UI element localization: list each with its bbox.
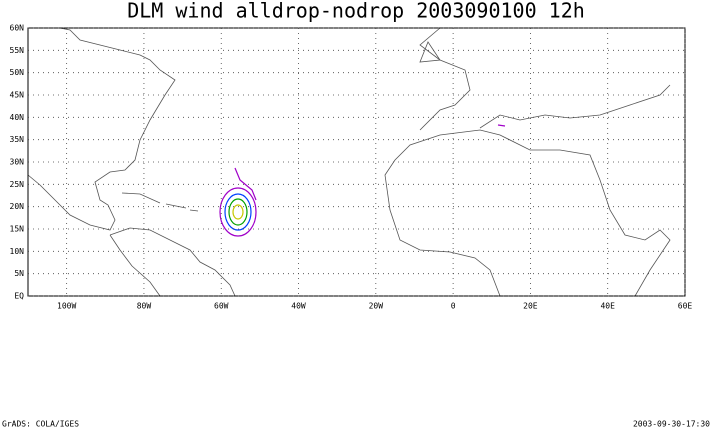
y-tick-label: 15N bbox=[10, 225, 25, 234]
map-frame bbox=[27, 27, 686, 297]
x-tick-label: 60W bbox=[214, 302, 229, 311]
y-tick-label: 50N bbox=[10, 68, 25, 77]
y-tick-label: 55N bbox=[10, 46, 25, 55]
y-tick-label: 10N bbox=[10, 247, 25, 256]
x-tick-label: 60E bbox=[678, 302, 693, 311]
y-tick-label: 45N bbox=[10, 91, 25, 100]
coastlines bbox=[27, 27, 671, 297]
contours bbox=[219, 124, 506, 237]
map-title: DLM wind alldrop-nodrop 2003090100 12h bbox=[127, 0, 585, 23]
y-tick-label: EQ bbox=[14, 292, 24, 301]
y-tick-label: 5N bbox=[14, 269, 24, 278]
y-tick-label: 30N bbox=[10, 158, 25, 167]
x-tick-label: 0 bbox=[451, 302, 456, 311]
x-tick-label: 80W bbox=[137, 302, 152, 311]
y-tick-label: 35N bbox=[10, 135, 25, 144]
x-tick-label: 20W bbox=[369, 302, 384, 311]
x-tick-label: 20E bbox=[523, 302, 538, 311]
y-tick-label: 40N bbox=[10, 113, 25, 122]
x-tick-label: 40E bbox=[600, 302, 615, 311]
x-tick-label: 100W bbox=[57, 302, 76, 311]
footer-left: GrADS: COLA/IGES bbox=[2, 420, 79, 429]
y-tick-label: 60N bbox=[10, 24, 25, 33]
y-tick-label: 20N bbox=[10, 202, 25, 211]
footer-right: 2003-09-30-17:30 bbox=[633, 420, 710, 429]
x-tick-label: 40W bbox=[291, 302, 306, 311]
y-tick-label: 25N bbox=[10, 180, 25, 189]
